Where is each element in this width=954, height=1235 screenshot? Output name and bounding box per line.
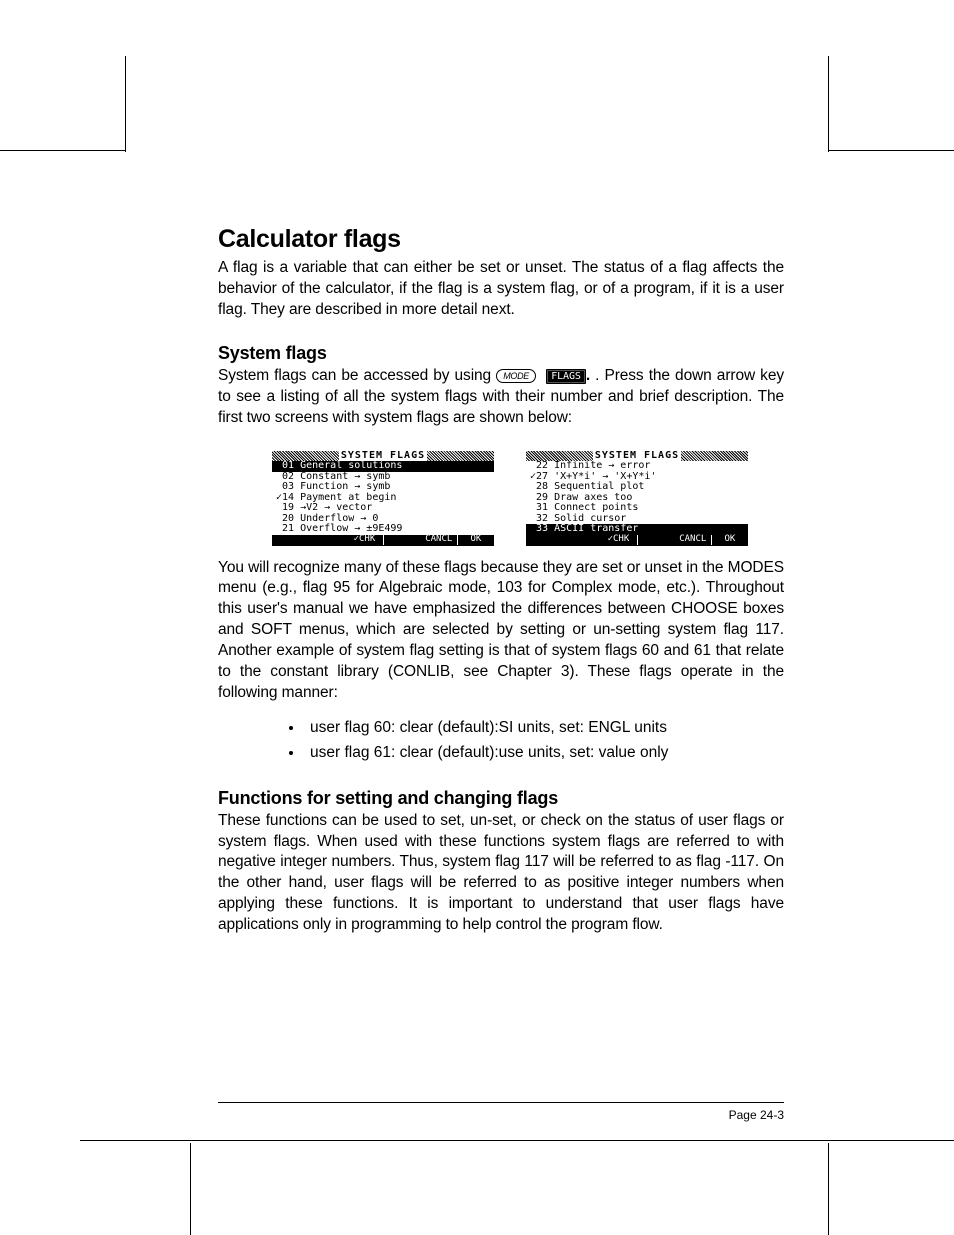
crop-mark bbox=[80, 1140, 829, 1141]
flag-row: 22 Infinite → error bbox=[526, 461, 748, 472]
flag-row: 01 General solutions bbox=[272, 461, 494, 472]
list-item: user flag 61: clear (default):use units,… bbox=[304, 741, 784, 766]
flag-row: 21 Overflow → ±9E499 bbox=[272, 524, 494, 535]
system-flags-screen-2: SYSTEM FLAGS 22 Infinite → error✓27 'X+Y… bbox=[526, 451, 748, 546]
softkey: ✓CHK bbox=[600, 535, 637, 544]
softkey: ✓CHK bbox=[346, 535, 383, 544]
system-flags-heading: System flags bbox=[218, 343, 784, 364]
crop-mark bbox=[828, 1143, 829, 1235]
flag-bullet-list: user flag 60: clear (default):SI units, … bbox=[218, 716, 784, 766]
softkey-row: ✓CHK CANCLOK bbox=[526, 535, 748, 546]
crop-mark bbox=[829, 1140, 954, 1141]
punct: . bbox=[586, 367, 590, 384]
page-title: Calculator flags bbox=[218, 225, 784, 254]
crop-mark bbox=[0, 150, 125, 151]
mode-key-icon: MODE bbox=[496, 369, 536, 383]
crop-mark bbox=[828, 56, 829, 152]
softkey: CANCL bbox=[421, 535, 458, 544]
crop-mark bbox=[190, 1143, 191, 1235]
flags-softkey-icon: FLAGS bbox=[546, 369, 586, 384]
softkey: CANCL bbox=[675, 535, 712, 544]
system-flags-para1: System flags can be accessed by using MO… bbox=[218, 366, 784, 429]
screen-title: SYSTEM FLAGS bbox=[526, 451, 748, 462]
flag-row: 19 →V2 → vector bbox=[272, 503, 494, 514]
para-text: System flags can be accessed by using bbox=[218, 367, 496, 384]
intro-paragraph: A flag is a variable that can either be … bbox=[218, 258, 784, 321]
list-item: user flag 60: clear (default):SI units, … bbox=[304, 716, 784, 741]
flag-row: 31 Connect points bbox=[526, 503, 748, 514]
calculator-screenshots: SYSTEM FLAGS 01 General solutions 02 Con… bbox=[272, 451, 784, 546]
page-number: Page 24-3 bbox=[729, 1108, 784, 1122]
softkey-row: ✓CHK CANCLOK bbox=[272, 535, 494, 546]
flag-row: 33 ASCII transfer bbox=[526, 524, 748, 535]
system-flags-screen-1: SYSTEM FLAGS 01 General solutions 02 Con… bbox=[272, 451, 494, 546]
crop-mark bbox=[125, 56, 126, 152]
functions-heading: Functions for setting and changing flags bbox=[218, 788, 784, 809]
footer-rule bbox=[218, 1102, 784, 1103]
softkey: OK bbox=[712, 535, 748, 544]
page-content: Calculator flags A flag is a variable th… bbox=[218, 225, 784, 936]
flag-row: 28 Sequential plot bbox=[526, 482, 748, 493]
flag-row: 03 Function → symb bbox=[272, 482, 494, 493]
functions-para: These functions can be used to set, un-s… bbox=[218, 811, 784, 937]
crop-mark bbox=[829, 150, 954, 151]
system-flags-para2: You will recognize many of these flags b… bbox=[218, 558, 784, 704]
softkey: OK bbox=[458, 535, 494, 544]
screen-title: SYSTEM FLAGS bbox=[272, 451, 494, 462]
